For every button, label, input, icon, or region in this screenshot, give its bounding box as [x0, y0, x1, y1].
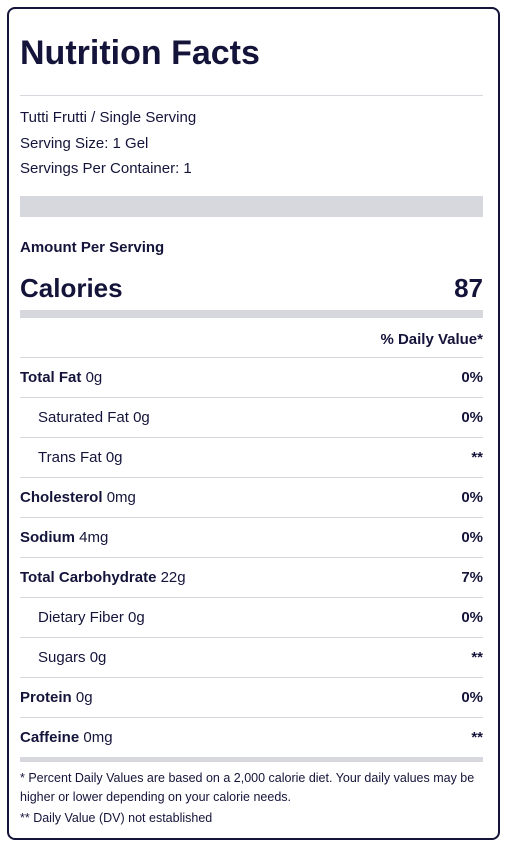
nutrient-name: Sugars	[38, 649, 86, 666]
nutrient-amount: 0g	[89, 649, 107, 666]
nutrient-name-cell: Sodium 4mg	[20, 529, 108, 546]
amount-per-serving: Amount Per Serving	[20, 239, 165, 256]
daily-value: 0%	[461, 689, 483, 706]
nutrient-amount: 0g	[105, 449, 123, 466]
nutrient-row: Protein 0g 0%	[20, 677, 483, 717]
nutrient-name-cell: Sugars 0g	[20, 649, 106, 666]
daily-value: 0%	[461, 409, 483, 426]
nutrient-amount: 4mg	[79, 529, 109, 546]
footnote: * Percent Daily Values are based on a 2,…	[20, 771, 475, 804]
calories-value: 87	[454, 273, 483, 303]
daily-value: **	[471, 449, 483, 466]
nutrient-row: Trans Fat 0g **	[20, 437, 483, 477]
serving-size: Serving Size: 1 Gel	[20, 135, 149, 152]
nutrient-name-cell: Dietary Fiber 0g	[20, 609, 145, 626]
nutrient-name: Sodium	[20, 529, 75, 546]
nutrient-row: Sodium 4mg 0%	[20, 517, 483, 557]
nutrient-amount: 22g	[160, 569, 186, 586]
bottom-bar	[20, 757, 483, 762]
nutrient-amount: 0g	[128, 609, 145, 626]
daily-value: 0%	[461, 529, 483, 546]
nutrient-amount: 0mg	[106, 489, 136, 506]
daily-value: 7%	[461, 569, 483, 586]
daily-value: 0%	[461, 369, 483, 386]
divider	[20, 95, 483, 96]
nutrient-name-cell: Total Carbohydrate 22g	[20, 569, 186, 586]
nutrient-row: Sugars 0g **	[20, 637, 483, 677]
nutrient-name-cell: Caffeine 0mg	[20, 729, 113, 746]
nutrient-name-cell: Trans Fat 0g	[20, 449, 123, 466]
nutrient-amount: 0g	[133, 409, 150, 426]
nutrient-row: Caffeine 0mg **	[20, 717, 483, 757]
thick-bar	[20, 196, 483, 217]
title: Nutrition Facts	[20, 34, 260, 72]
nutrient-name: Trans Fat	[38, 449, 102, 466]
nutrient-row: Dietary Fiber 0g 0%	[20, 597, 483, 637]
nutrient-amount: 0g	[75, 689, 93, 706]
nutrient-name-cell: Cholesterol 0mg	[20, 489, 136, 506]
nutrient-name: Saturated Fat	[38, 409, 129, 426]
nutrient-name-cell: Protein 0g	[20, 689, 93, 706]
servings-per-container: Servings Per Container: 1	[20, 160, 192, 177]
daily-value: 0%	[461, 609, 483, 626]
nutrient-row: Total Fat 0g 0%	[20, 357, 483, 397]
label-border	[7, 7, 500, 840]
nutrient-amount: 0mg	[83, 729, 113, 746]
nutrient-amount: 0g	[85, 369, 103, 386]
calories-label: Calories	[20, 273, 123, 303]
medium-bar	[20, 310, 483, 318]
nutrient-name: Total Carbohydrate	[20, 569, 157, 586]
daily-value: **	[471, 649, 483, 666]
nutrient-row: Total Carbohydrate 22g 7%	[20, 557, 483, 597]
nutrient-name-cell: Saturated Fat 0g	[20, 409, 150, 426]
nutrient-name-cell: Total Fat 0g	[20, 369, 102, 386]
nutrient-name: Cholesterol	[20, 489, 103, 506]
nutrient-row: Saturated Fat 0g 0%	[20, 397, 483, 437]
product-name: Tutti Frutti / Single Serving	[20, 109, 197, 126]
nutrient-row: Cholesterol 0mg 0%	[20, 477, 483, 517]
footnote: ** Daily Value (DV) not established	[20, 811, 213, 825]
nutrient-name: Dietary Fiber	[38, 609, 124, 626]
daily-value: 0%	[461, 489, 483, 506]
daily-value-header: % Daily Value*	[380, 331, 483, 348]
nutrient-name: Total Fat	[20, 369, 82, 386]
daily-value: **	[471, 729, 483, 746]
nutrient-name: Protein	[20, 689, 72, 706]
nutrient-name: Caffeine	[20, 729, 80, 746]
